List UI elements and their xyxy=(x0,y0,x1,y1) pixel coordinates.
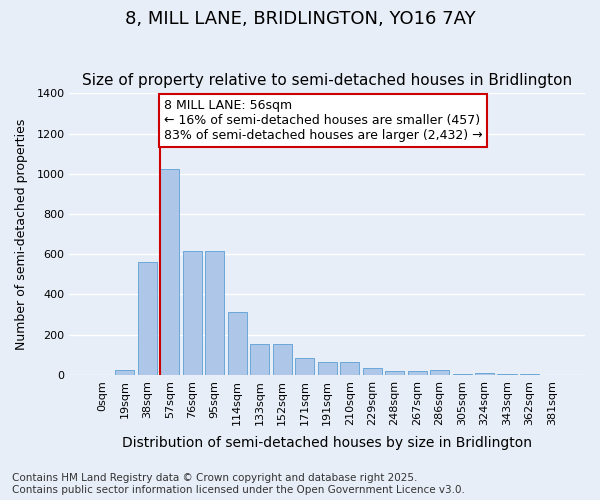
Bar xyxy=(340,362,359,375)
Bar xyxy=(250,344,269,375)
Text: 8 MILL LANE: 56sqm
← 16% of semi-detached houses are smaller (457)
83% of semi-d: 8 MILL LANE: 56sqm ← 16% of semi-detache… xyxy=(164,100,482,142)
Text: Contains HM Land Registry data © Crown copyright and database right 2025.
Contai: Contains HM Land Registry data © Crown c… xyxy=(12,474,465,495)
Bar xyxy=(205,251,224,375)
Bar xyxy=(227,312,247,375)
Bar xyxy=(115,370,134,375)
Bar xyxy=(520,374,539,375)
Bar xyxy=(452,374,472,375)
Bar xyxy=(385,371,404,375)
Bar xyxy=(430,370,449,375)
Bar xyxy=(317,362,337,375)
Bar xyxy=(138,262,157,375)
Y-axis label: Number of semi-detached properties: Number of semi-detached properties xyxy=(15,118,28,350)
Bar xyxy=(475,373,494,375)
Title: Size of property relative to semi-detached houses in Bridlington: Size of property relative to semi-detach… xyxy=(82,73,572,88)
Bar xyxy=(182,251,202,375)
Text: 8, MILL LANE, BRIDLINGTON, YO16 7AY: 8, MILL LANE, BRIDLINGTON, YO16 7AY xyxy=(125,10,475,28)
Bar xyxy=(295,358,314,375)
Bar xyxy=(407,371,427,375)
X-axis label: Distribution of semi-detached houses by size in Bridlington: Distribution of semi-detached houses by … xyxy=(122,436,532,450)
Bar xyxy=(362,368,382,375)
Bar xyxy=(497,374,517,375)
Bar xyxy=(160,169,179,375)
Bar xyxy=(272,344,292,375)
